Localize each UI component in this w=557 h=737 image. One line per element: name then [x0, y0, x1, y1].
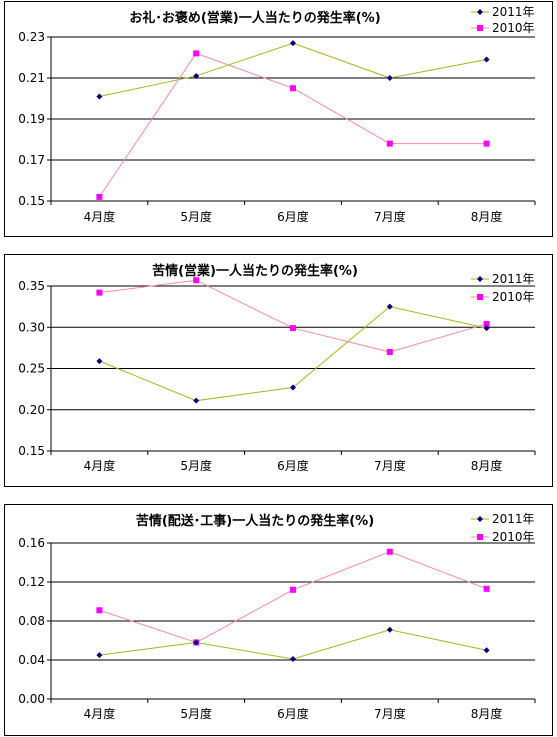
y-tick-label: 0.15 [18, 444, 45, 458]
data-point-2010年 [290, 586, 296, 593]
legend-marker [477, 516, 483, 522]
legend-marker [477, 9, 483, 15]
y-tick-label: 0.00 [18, 692, 45, 706]
data-point-2010年 [193, 50, 200, 57]
x-tick-label: 7月度 [374, 209, 406, 224]
x-tick-label: 6月度 [277, 209, 309, 224]
chart-title: 苦情(配送･工事)一人当たりの発生率(%) [136, 513, 374, 529]
data-point-2011年 [193, 72, 200, 79]
data-point-2011年 [96, 358, 103, 365]
y-tick-label: 0.16 [18, 536, 45, 550]
data-point-2011年 [386, 626, 393, 633]
chart-2-svg: 苦情(営業)一人当たりの発生率(%) 0.15 0.20 0.25 0.30 0.35 4月… [18, 263, 536, 473]
data-point-2011年 [96, 652, 103, 659]
y-tick-label: 0.20 [18, 403, 45, 417]
x-tick-label: 7月度 [374, 458, 406, 473]
data-point-2010年 [386, 349, 393, 355]
data-point-2011年 [386, 303, 393, 310]
data-point-2011年 [386, 75, 393, 81]
chart-1-svg: お礼･お褒め(営業)一人当たりの発生率(%) 0.15 0.17 0.19 0.21 0.… [18, 5, 536, 224]
legend-marker [477, 534, 483, 540]
data-point-2011年 [290, 40, 296, 47]
x-tick-label: 5月度 [180, 458, 212, 473]
x-tick-label: 5月度 [180, 706, 212, 721]
data-point-2010年 [96, 607, 103, 614]
chart-panel-2: 苦情(営業)一人当たりの発生率(%) 0.15 0.20 0.25 0.30 0.35 4月… [4, 254, 553, 487]
chart-title: 苦情(営業)一人当たりの発生率(%) [152, 263, 358, 279]
x-tick-label: 6月度 [277, 706, 309, 721]
data-point-2011年 [193, 397, 200, 404]
y-tick-label: 0.12 [18, 575, 45, 589]
data-point-2011年 [290, 656, 296, 663]
x-tick-label: 8月度 [471, 458, 503, 473]
x-tick-label: 8月度 [471, 706, 503, 721]
x-tick-label: 7月度 [374, 706, 406, 721]
x-tick-label: 6月度 [277, 458, 309, 473]
series-line-2011年 [99, 629, 487, 660]
data-point-2011年 [290, 384, 296, 391]
chart-3-svg: 苦情(配送･工事)一人当たりの発生率(%) 0.00 0.04 0.08 0.12 0.1… [18, 512, 536, 721]
data-point-2011年 [483, 647, 490, 654]
x-tick-label: 4月度 [84, 209, 116, 224]
legend-label: 2011年 [492, 5, 535, 19]
data-point-2011年 [483, 325, 490, 332]
data-point-2011年 [96, 93, 103, 100]
y-tick-label: 0.25 [18, 362, 45, 376]
legend-marker [477, 276, 483, 282]
chart-panel-3: 苦情(配送･工事)一人当たりの発生率(%) 0.00 0.04 0.08 0.12 0.1… [4, 504, 553, 736]
data-point-2010年 [483, 320, 490, 327]
data-point-2010年 [483, 585, 490, 592]
y-tick-label: 0.17 [18, 153, 45, 167]
data-point-2010年 [386, 140, 393, 147]
y-tick-label: 0.35 [18, 279, 45, 293]
chart-title: お礼･お褒め(営業)一人当たりの発生率(%) [129, 10, 380, 26]
legend-marker [477, 25, 483, 31]
x-tick-label: 5月度 [180, 209, 212, 224]
data-point-2011年 [483, 56, 490, 63]
series-line-2010年 [99, 279, 487, 353]
x-tick-label: 4月度 [84, 458, 116, 473]
series-line-2010年 [98, 52, 487, 198]
y-tick-label: 0.19 [18, 112, 45, 126]
legend-label: 2011年 [492, 272, 535, 286]
x-tick-label: 4月度 [84, 706, 116, 721]
data-point-2010年 [290, 85, 296, 92]
data-point-2010年 [290, 325, 296, 332]
legend-label: 2011年 [492, 512, 535, 526]
y-tick-label: 0.08 [18, 614, 45, 628]
y-tick-label: 0.23 [18, 30, 45, 44]
y-tick-label: 0.04 [18, 653, 45, 667]
y-tick-label: 0.30 [18, 320, 45, 334]
y-tick-label: 0.21 [18, 71, 45, 85]
data-point-2010年 [193, 277, 200, 284]
legend-label: 2010年 [492, 21, 535, 35]
legend-label: 2010年 [492, 290, 535, 304]
series-line-2010年 [99, 551, 487, 643]
data-point-2010年 [483, 140, 490, 147]
data-point-2011年 [193, 639, 200, 646]
chart-panel-1: お礼･お褒め(営業)一人当たりの発生率(%) 0.15 0.17 0.19 0.21 0.… [4, 1, 553, 237]
legend-marker [477, 294, 483, 300]
x-tick-label: 8月度 [471, 209, 503, 224]
data-point-2010年 [96, 289, 103, 296]
data-point-2010年 [96, 193, 103, 200]
legend-label: 2010年 [492, 530, 535, 544]
y-tick-label: 0.15 [18, 194, 45, 208]
data-point-2010年 [386, 548, 393, 555]
